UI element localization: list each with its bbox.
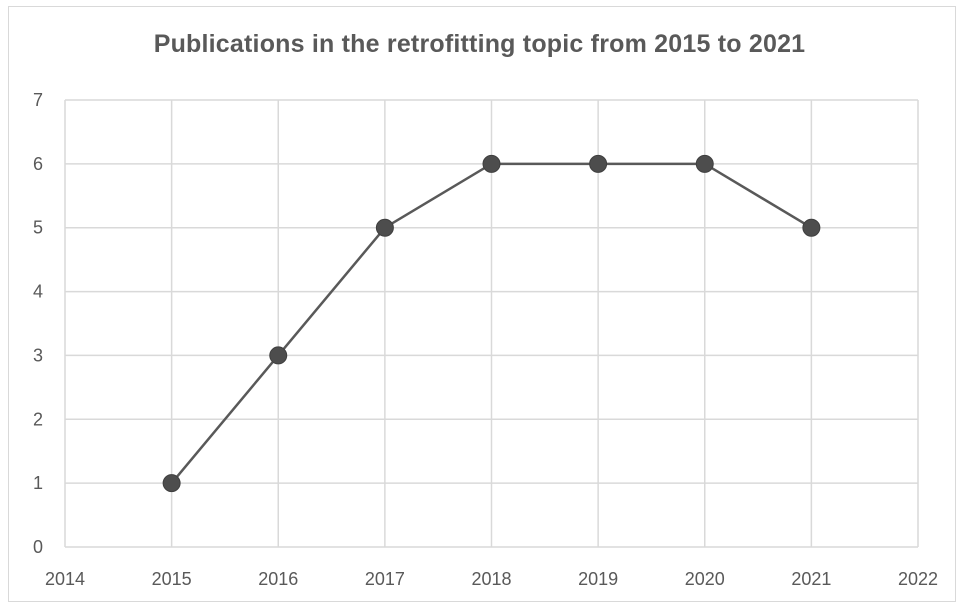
data-point: [802, 218, 821, 237]
y-tick-label: 0: [33, 537, 43, 557]
y-tick-label: 3: [33, 345, 43, 365]
y-tick-label: 1: [33, 473, 43, 493]
x-tick-label: 2014: [45, 569, 85, 589]
x-tick-label: 2021: [791, 569, 831, 589]
x-tick-label: 2019: [578, 569, 618, 589]
y-tick-label: 4: [33, 282, 43, 302]
x-tick-label: 2022: [898, 569, 938, 589]
data-point: [695, 154, 714, 173]
x-tick-label: 2020: [685, 569, 725, 589]
data-point: [482, 154, 501, 173]
x-tick-label: 2018: [471, 569, 511, 589]
x-tick-label: 2017: [365, 569, 405, 589]
y-tick-label: 6: [33, 154, 43, 174]
data-point: [162, 474, 181, 493]
y-tick-label: 2: [33, 409, 43, 429]
x-tick-label: 2015: [152, 569, 192, 589]
x-tick-label: 2016: [258, 569, 298, 589]
y-tick-label: 7: [33, 90, 43, 110]
chart-title: Publications in the retrofitting topic f…: [153, 30, 806, 58]
chart-frame: [8, 6, 956, 602]
data-point: [269, 346, 288, 365]
y-tick-label: 5: [33, 218, 43, 238]
data-point: [589, 154, 608, 173]
data-point: [375, 218, 394, 237]
